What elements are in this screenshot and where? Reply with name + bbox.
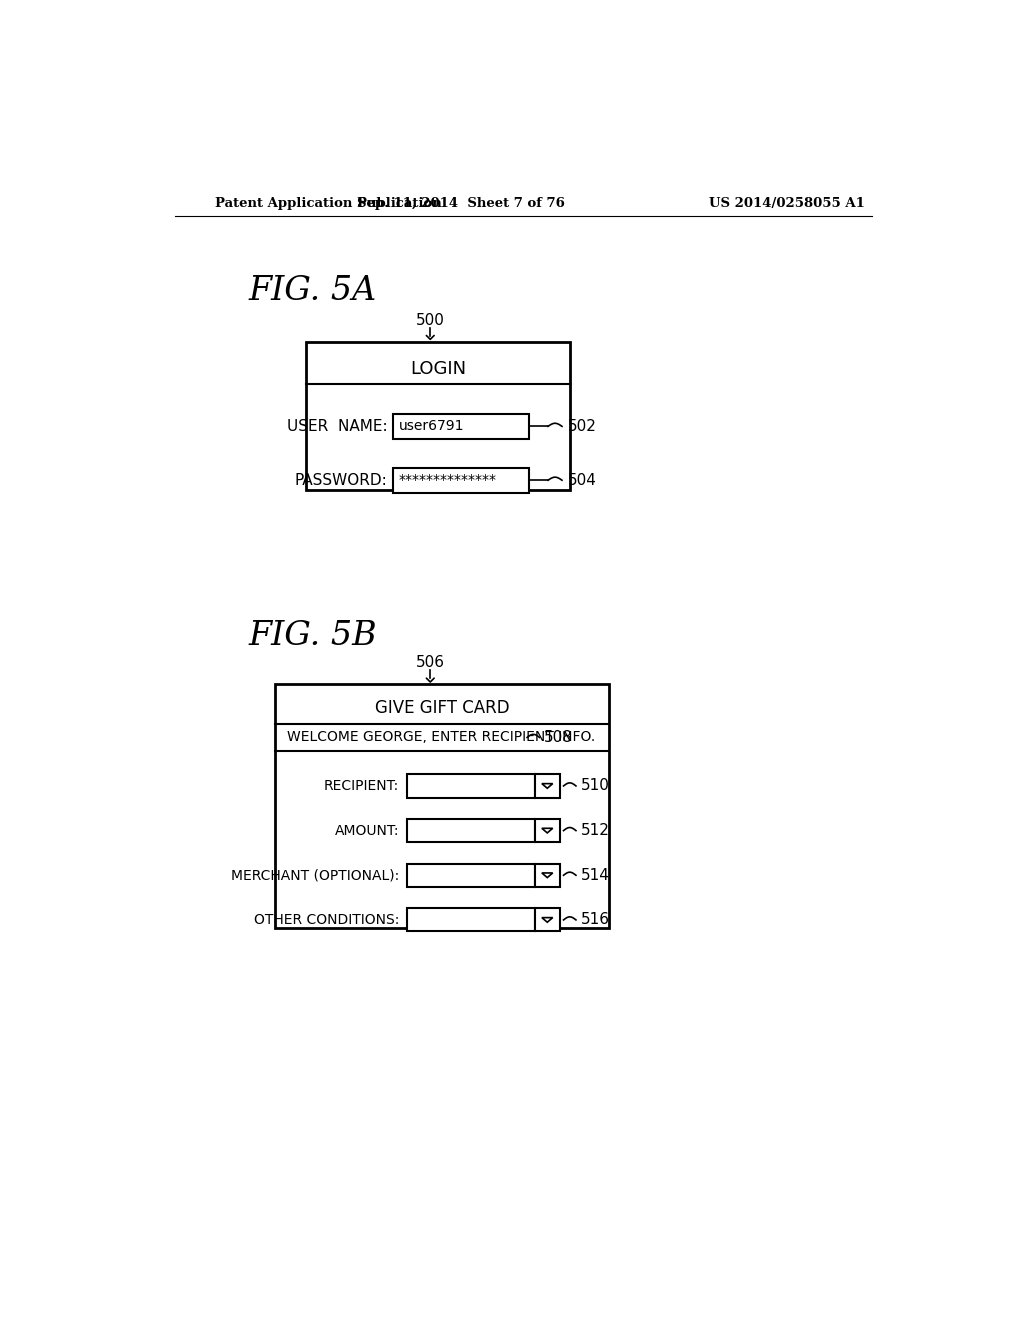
Text: 514: 514 xyxy=(581,867,609,883)
Bar xyxy=(407,818,535,842)
Text: 506: 506 xyxy=(416,655,444,671)
Text: FIG. 5A: FIG. 5A xyxy=(248,275,377,306)
Text: Sep. 11, 2014  Sheet 7 of 76: Sep. 11, 2014 Sheet 7 of 76 xyxy=(357,197,565,210)
Text: GIVE GIFT CARD: GIVE GIFT CARD xyxy=(375,700,509,717)
Bar xyxy=(535,908,560,932)
Polygon shape xyxy=(542,873,553,878)
Text: **************: ************** xyxy=(398,474,497,487)
Bar xyxy=(393,414,528,438)
Bar xyxy=(535,863,560,887)
Bar xyxy=(275,684,608,928)
Text: 502: 502 xyxy=(567,418,596,434)
Bar xyxy=(407,908,535,932)
Text: 504: 504 xyxy=(567,473,596,488)
Text: FIG. 5B: FIG. 5B xyxy=(248,620,377,652)
Bar xyxy=(306,342,569,490)
Text: PASSWORD:: PASSWORD: xyxy=(295,473,388,488)
Text: US 2014/0258055 A1: US 2014/0258055 A1 xyxy=(710,197,865,210)
Text: RECIPIENT:: RECIPIENT: xyxy=(324,779,399,793)
Text: AMOUNT:: AMOUNT: xyxy=(335,824,399,838)
Text: 516: 516 xyxy=(581,912,609,928)
Text: 512: 512 xyxy=(581,824,609,838)
Text: LOGIN: LOGIN xyxy=(410,359,466,378)
Text: 500: 500 xyxy=(416,313,444,327)
Bar xyxy=(393,469,528,492)
Polygon shape xyxy=(542,829,553,833)
Text: WELCOME GEORGE, ENTER RECIPIENT INFO.: WELCOME GEORGE, ENTER RECIPIENT INFO. xyxy=(287,730,595,744)
Polygon shape xyxy=(542,917,553,923)
Polygon shape xyxy=(542,784,553,788)
Text: Patent Application Publication: Patent Application Publication xyxy=(215,197,441,210)
Text: OTHER CONDITIONS:: OTHER CONDITIONS: xyxy=(254,913,399,927)
Bar xyxy=(407,863,535,887)
Bar xyxy=(535,775,560,797)
Text: USER  NAME:: USER NAME: xyxy=(287,418,388,434)
Text: 510: 510 xyxy=(581,779,609,793)
Text: MERCHANT (OPTIONAL):: MERCHANT (OPTIONAL): xyxy=(231,869,399,882)
Text: 508: 508 xyxy=(544,730,573,744)
Bar xyxy=(407,775,535,797)
Text: user6791: user6791 xyxy=(398,420,464,433)
Bar xyxy=(535,818,560,842)
